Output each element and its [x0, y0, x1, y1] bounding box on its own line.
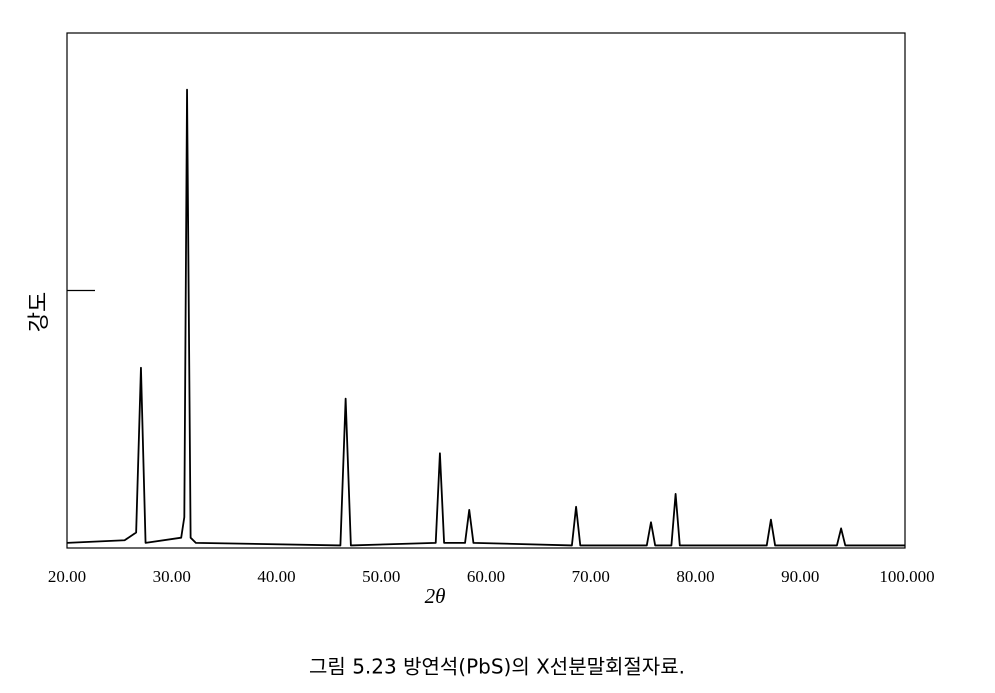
x-tick-label: 80.00 — [676, 567, 714, 586]
x-tick-label: 60.00 — [467, 567, 505, 586]
caption: 그림 5.23 방연석(PbS)의 X선분말회절자료. — [309, 655, 685, 679]
x-tick-label: 50.00 — [362, 567, 400, 586]
x-tick-label: 30.00 — [153, 567, 191, 586]
x-tick-label: 20.00 — [48, 567, 86, 586]
diffraction-line — [66, 88, 905, 547]
x-tick-label: 90.00 — [781, 567, 819, 586]
x-tick-label: 100.000 — [879, 567, 934, 586]
plot-frame — [66, 32, 906, 549]
x-axis-label: 2θ — [425, 584, 446, 608]
x-tick-label: 40.00 — [257, 567, 295, 586]
x-tick-label: 70.00 — [572, 567, 610, 586]
y-axis-label: 강도 — [27, 292, 52, 332]
